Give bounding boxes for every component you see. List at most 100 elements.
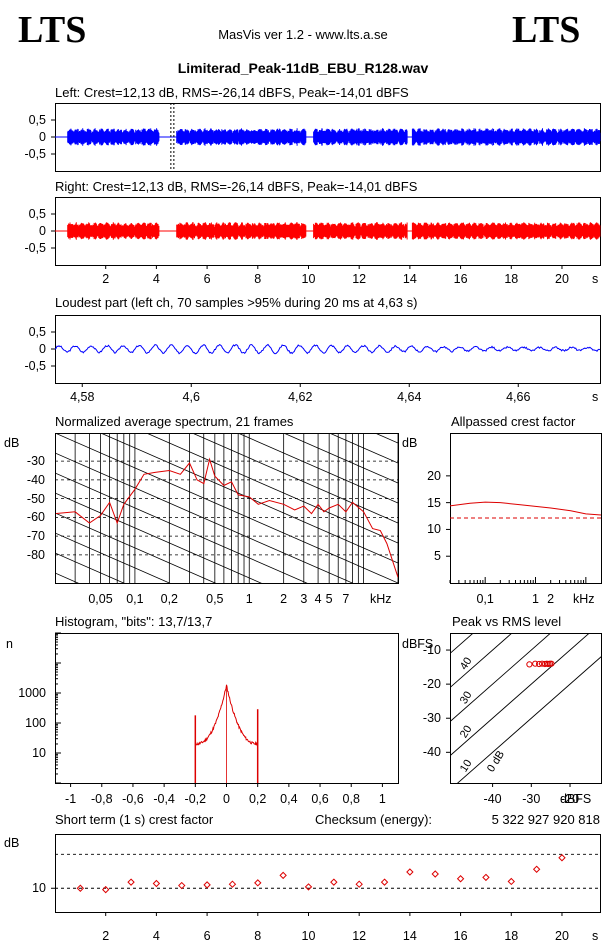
loudest-ytick-2: -0,5 [24,359,46,373]
right-title: Right: Crest=12,13 dB, RMS=-26,14 dBFS, … [55,179,418,194]
peakrms-ytick-2: -30 [422,711,441,726]
spectrum-xtick-0: 0,05 [88,592,113,606]
spectrum-curve [55,457,398,578]
spectrum-ytick-1: -40 [26,472,45,487]
shortterm-point-4 [178,881,186,890]
loudest-xtick-0: 4,58 [70,390,95,404]
histogram-xtick-7: 0,4 [280,792,298,806]
loudest-waveform [54,343,601,355]
shortterm-xtick-2: 6 [203,929,211,943]
loudest-ytick-0: 0,5 [28,325,46,339]
shortterm-point-16 [482,873,490,882]
peakrms-xlabel: dBFS [560,792,592,806]
peakrms-diagonal-label-0: 40 [458,655,475,672]
shortterm-title: Short term (1 s) crest factor [55,812,214,827]
loudest-x-unit: s [592,390,599,404]
peakrms-diagonal-label-2: 20 [458,724,475,741]
spectrum-ytick-2: -50 [26,491,45,506]
left-ytick-0: 0,5 [28,113,46,127]
time-tick-1: 4 [152,272,160,286]
spectrum-slope-8 [328,433,398,464]
peakrms-diagonal-3 [450,633,591,757]
loudest-xtick-3: 4,64 [397,390,422,404]
spectrum-slope-18 [55,512,217,583]
peakrms-diagonal-4 [457,656,601,783]
spectrum-slope-19 [55,532,171,583]
shortterm-x-unit: s [592,929,599,943]
allpass-ylabel: dB [402,436,418,450]
allpass-ytick-3: 5 [434,549,441,564]
histogram-xtick-2: -0,6 [122,792,144,806]
loudest-ytick-1: 0 [39,342,46,356]
shortterm-point-7 [254,879,262,887]
histogram-xtick-4: -0,2 [184,792,207,806]
shortterm-point-3 [152,879,161,888]
histogram-xtick-8: 0,6 [311,792,329,806]
spectrum-ytick-3: -60 [26,510,45,525]
spectrum-xtick-6: 3 [300,592,308,606]
histogram-xtick-3: -0,4 [153,792,175,806]
spectrum-slope-12 [145,433,398,544]
peakrms-diagonal-1 [450,633,513,689]
spectrum-slope-2 [55,193,398,343]
spectrum-ytick-5: -80 [26,547,45,562]
spectrum-xtick-5: 2 [280,592,288,606]
right-ytick-2: -0,5 [24,241,46,255]
time-tick-0: 2 [102,272,110,286]
spectrum-slope-20 [55,552,125,583]
allpass-xtick-2: 2 [547,592,555,606]
shortterm-point-11 [355,880,363,888]
allpass-ytick-1: 15 [427,495,441,510]
peakrms-ytick-1: -20 [422,677,441,692]
shortterm-xtick-7: 16 [453,929,468,943]
time-tick-4: 10 [301,272,316,286]
shortterm-xtick-0: 2 [102,929,110,943]
shortterm-xtick-5: 12 [352,929,367,943]
peakrms-point-0 [526,661,533,668]
checksum-value: 5 322 927 920 818 [491,812,600,827]
allpass-title: Allpassed crest factor [451,414,576,429]
right-waveform [67,222,601,240]
left-waveform [67,128,601,146]
shortterm-point-6 [228,880,237,888]
shortterm-point-18 [532,865,541,873]
histogram-xtick-10: 1 [378,792,386,806]
peakrms-diagonal-label-4: 0 dB [485,749,507,775]
shortterm-point-19 [558,854,566,862]
spectrum-xtick-9: 7 [342,592,350,606]
histogram-xtick-9: 0,8 [342,792,360,806]
shortterm-point-5 [203,881,211,889]
shortterm-ytick-0: 10 [32,881,46,896]
spectrum-slope-16 [55,472,308,583]
peakrms-diagonal-label-3: 10 [458,758,475,775]
shortterm-point-15 [456,875,465,883]
spectrum-xtick-4: 1 [245,592,253,606]
peakrms-ylabel: dBFS [402,637,434,651]
histogram-xtick-5: 0 [223,792,230,806]
loudest-xtick-1: 4,6 [182,390,200,404]
histogram-title: Histogram, "bits": 13,7/13,7 [55,614,213,629]
time-tick-6: 14 [402,272,417,286]
shortterm-ylabel: dB [4,836,20,850]
spectrum-frame [55,433,399,584]
shortterm-xtick-9: 20 [555,929,569,943]
spectrum-title: Normalized average spectrum, 21 frames [55,414,294,429]
spectrum-slope-11 [191,433,398,524]
time-tick-2: 6 [203,272,211,286]
peakrms-point-8 [548,660,555,667]
shortterm-point-17 [507,877,515,886]
peakrms-diagonal-2 [450,633,552,723]
right-ytick-1: 0 [39,224,46,238]
allpass-frame [450,433,602,584]
time-tick-9: 20 [555,272,569,286]
loudest-title: Loudest part (left ch, 70 samples >95% d… [55,295,418,310]
peakrms-diagonals [450,633,601,783]
histogram-ytick-0: 1000 [18,686,46,700]
spectrum-slope-15 [55,452,354,583]
time-tick-3: 8 [254,272,262,286]
histogram-ylabel: n [6,637,13,651]
shortterm-xtick-6: 14 [402,929,417,943]
shortterm-point-0 [76,884,85,892]
histogram-xtick-1: -0,8 [90,792,113,806]
